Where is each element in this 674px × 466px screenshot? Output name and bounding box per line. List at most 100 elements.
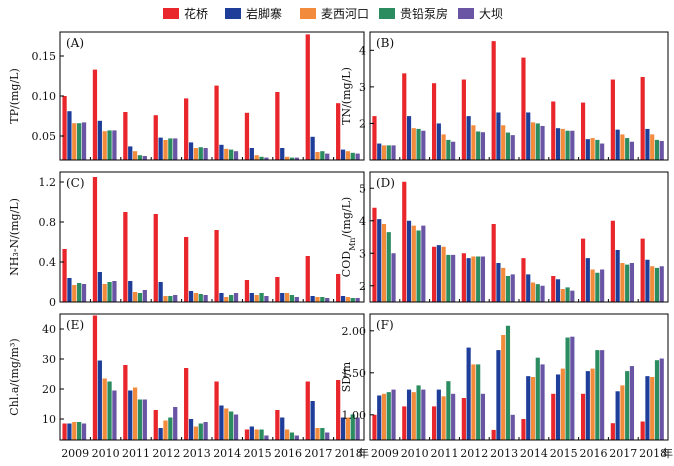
bar-2012-1 (158, 428, 163, 440)
bar-2017-2 (315, 152, 320, 160)
bar-2015-0 (551, 101, 556, 160)
bar-2018-1 (340, 149, 346, 160)
legend-label-0: 花桥 (184, 6, 208, 21)
bar-2015-0 (551, 276, 556, 302)
chart-panels: 0.050.100.15(A)TP/(mg/L)234(B)TN/(mg/L)0… (8, 31, 669, 441)
y-tick-label: 2 (359, 117, 366, 130)
bar-2010-1 (97, 272, 102, 302)
bar-2014-1 (526, 376, 531, 440)
bar-2013-4 (510, 274, 515, 303)
bar-2009-0 (372, 116, 377, 160)
bar-2011-4 (142, 156, 147, 160)
bar-2016-4 (294, 435, 299, 440)
bar-2014-4 (233, 414, 239, 440)
bar-2018-4 (355, 298, 360, 302)
y-axis-label: SD/m (340, 361, 353, 392)
bar-2014-4 (540, 285, 545, 302)
legend-swatch-3 (379, 8, 395, 19)
bar-2013-1 (496, 112, 501, 160)
bar-2017-2 (620, 263, 625, 302)
x-axis-unit: 年 (662, 446, 673, 460)
bar-2011-0 (431, 406, 437, 440)
x-tick-label-2018: 2018 (335, 447, 363, 460)
bar-2009-0 (62, 249, 67, 302)
bar-2016-4 (294, 157, 299, 160)
bar-2016-1 (585, 139, 590, 160)
x-tick-label-2010: 2010 (92, 447, 120, 460)
plot-frame (59, 171, 365, 303)
y-tick-label: 1.2 (39, 176, 57, 189)
bar-2011-3 (446, 381, 451, 440)
bar-2018-1 (340, 296, 346, 302)
bar-2015-2 (254, 429, 259, 440)
panel-label: (C) (66, 176, 85, 190)
bar-2010-1 (97, 360, 102, 440)
y-tick-label: 20 (42, 383, 56, 396)
bar-2012-3 (168, 296, 173, 302)
bar-2017-3 (320, 151, 325, 160)
bar-2012-3 (168, 138, 173, 160)
bar-2010-2 (102, 378, 107, 440)
y-axis-label: TN/(mg/L) (340, 67, 353, 125)
bar-2011-4 (451, 141, 456, 160)
bar-2017-3 (625, 264, 630, 303)
y-tick-label: 10 (42, 413, 56, 426)
bar-2016-0 (275, 277, 280, 302)
panel-label: (E) (66, 318, 84, 332)
bar-2014-2 (530, 282, 536, 302)
bar-2010-1 (406, 220, 412, 302)
bar-2016-4 (600, 143, 605, 160)
bar-2013-3 (505, 325, 511, 440)
bar-2011-4 (451, 254, 456, 303)
chart-panel-D: 2 3 4 5 (D) CODMn/(mg/L) (340, 171, 669, 303)
x-tick-label-2016: 2016 (274, 447, 302, 460)
bar-2013-4 (203, 148, 208, 160)
bar-2011-2 (441, 134, 446, 160)
bar-2010-4 (421, 130, 426, 160)
bar-2012-2 (471, 125, 476, 160)
bar-2011-3 (446, 254, 451, 303)
chart-panel-E: 10 20 30 40 (E) Chl.a/(mg/m³) (8, 313, 365, 441)
legend-label-2: 麦西河口 (321, 7, 369, 21)
bar-2013-0 (184, 98, 189, 160)
bar-2018-0 (336, 380, 341, 440)
bar-2017-0 (305, 256, 310, 302)
bar-2016-0 (275, 410, 280, 440)
bar-2010-3 (107, 130, 112, 160)
bar-2009-1 (67, 111, 72, 160)
bar-2011-2 (441, 396, 446, 440)
bar-2013-2 (193, 293, 199, 302)
bar-2011-1 (436, 389, 441, 440)
bar-2018-4 (659, 140, 664, 160)
legend-label-3: 贵铅泵房 (400, 6, 448, 21)
bar-2013-3 (198, 294, 203, 302)
y-tick-label: 2 (359, 280, 366, 293)
bar-2015-1 (249, 148, 254, 160)
bar-2012-3 (476, 131, 481, 160)
bar-2012-1 (466, 347, 471, 440)
bar-2009-3 (77, 283, 82, 302)
bar-2018-4 (659, 358, 664, 440)
bar-2009-3 (386, 392, 391, 440)
bar-2015-1 (555, 279, 561, 302)
bar-2010-3 (416, 230, 421, 302)
bar-2010-4 (112, 130, 117, 160)
bar-2010-0 (402, 406, 407, 440)
chart-panel-B: 2 3 4 (B) TN/(mg/L) (340, 31, 669, 161)
x-tick-label-2017: 2017 (304, 447, 332, 460)
legend-swatch-4 (458, 8, 474, 19)
bar-2011-3 (137, 293, 143, 302)
bar-2013-4 (510, 414, 515, 440)
bar-2013-2 (193, 148, 199, 160)
x-tick-label-2016: 2016 (580, 447, 608, 460)
bar-2015-0 (244, 112, 250, 160)
bar-2016-1 (585, 258, 590, 303)
bar-2009-0 (372, 207, 377, 302)
bar-2018-2 (345, 297, 351, 302)
bar-2009-4 (391, 389, 396, 440)
bar-2014-0 (521, 57, 526, 160)
bar-2012-3 (168, 417, 173, 440)
bar-2012-3 (476, 256, 481, 302)
bar-2012-1 (158, 282, 163, 302)
bar-2016-3 (289, 432, 295, 440)
